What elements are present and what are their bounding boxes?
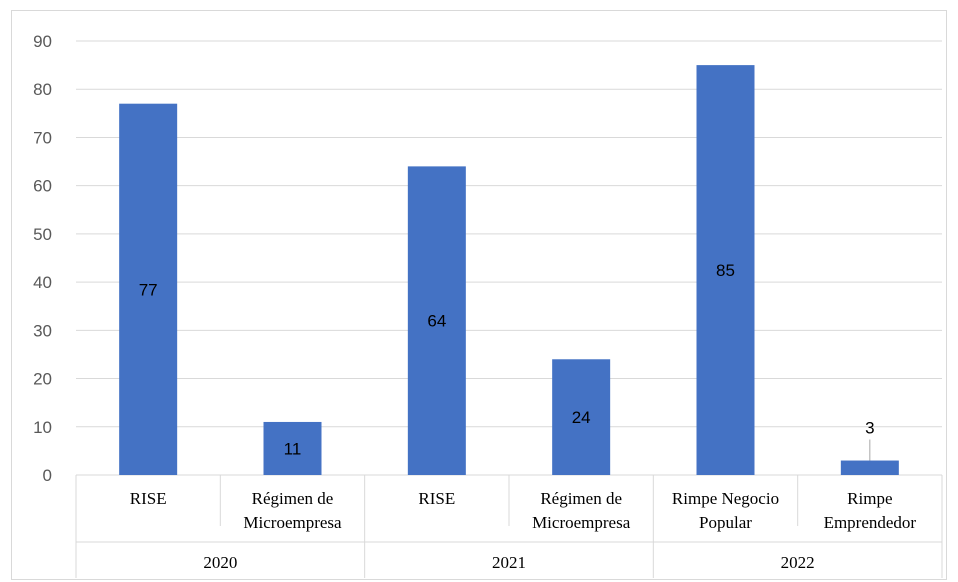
- bar: [263, 421, 322, 475]
- category-label: Microempresa: [532, 513, 631, 532]
- group-label: 2021: [492, 553, 526, 572]
- y-tick-label: 20: [33, 370, 52, 389]
- bar: [696, 65, 755, 475]
- category-label: Régimen de: [252, 489, 334, 508]
- data-label: 11: [284, 439, 302, 458]
- y-tick-label: 10: [33, 418, 52, 437]
- bar: [119, 103, 178, 475]
- category-label: Microempresa: [243, 513, 342, 532]
- bar: [840, 460, 899, 475]
- category-label: Rimpe: [847, 489, 892, 508]
- data-label: 77: [139, 280, 158, 299]
- y-tick-label: 0: [43, 466, 52, 485]
- category-label: Emprendedor: [824, 513, 917, 532]
- category-label: RISE: [130, 489, 167, 508]
- y-tick-label: 80: [33, 80, 52, 99]
- group-label: 2022: [781, 553, 815, 572]
- y-tick-label: 90: [33, 32, 52, 51]
- y-tick-label: 50: [33, 225, 52, 244]
- category-label: Régimen de: [540, 489, 622, 508]
- bar: [407, 166, 466, 475]
- data-label: 64: [427, 312, 446, 331]
- y-tick-label: 70: [33, 128, 52, 147]
- bar: [552, 359, 611, 475]
- y-tick-label: 40: [33, 273, 52, 292]
- category-label: RISE: [418, 489, 455, 508]
- y-tick-label: 60: [33, 177, 52, 196]
- category-label: Popular: [699, 513, 752, 532]
- category-label: Rimpe Negocio: [672, 489, 779, 508]
- group-label: 2020: [203, 553, 237, 572]
- data-label: 85: [716, 261, 735, 280]
- y-tick-label: 30: [33, 321, 52, 340]
- data-label: 24: [572, 408, 591, 427]
- data-label: 3: [865, 419, 874, 438]
